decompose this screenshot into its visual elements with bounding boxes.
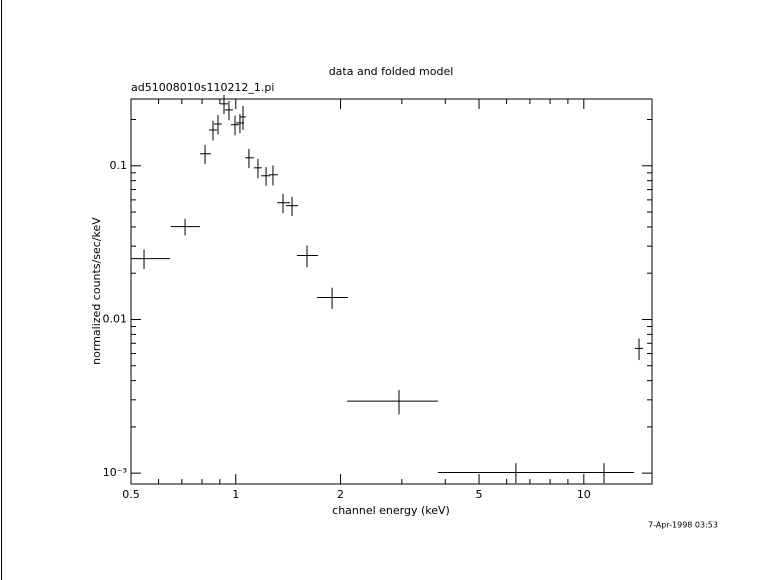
- x-axis-label: channel energy (keV): [332, 504, 450, 517]
- plot-frame: [130, 98, 653, 485]
- x-tick-label: 2: [337, 488, 344, 501]
- x-tick-label: 10: [577, 488, 591, 501]
- x-tick-label: 5: [476, 488, 483, 501]
- y-tick-label: 0.1: [110, 159, 128, 172]
- x-tick-label: 1: [232, 488, 239, 501]
- chart-subtitle: ad51008010s110212_1.pi: [131, 81, 274, 94]
- timestamp: 7-Apr-1998 03:53: [648, 521, 718, 530]
- y-tick-label: 0.01: [103, 312, 128, 325]
- x-tick-label: 0.5: [122, 488, 140, 501]
- y-axis-label: normalized counts/sec/keV: [90, 217, 103, 365]
- y-tick-label: 10⁻³: [103, 466, 127, 479]
- chart-title: data and folded model: [329, 65, 454, 78]
